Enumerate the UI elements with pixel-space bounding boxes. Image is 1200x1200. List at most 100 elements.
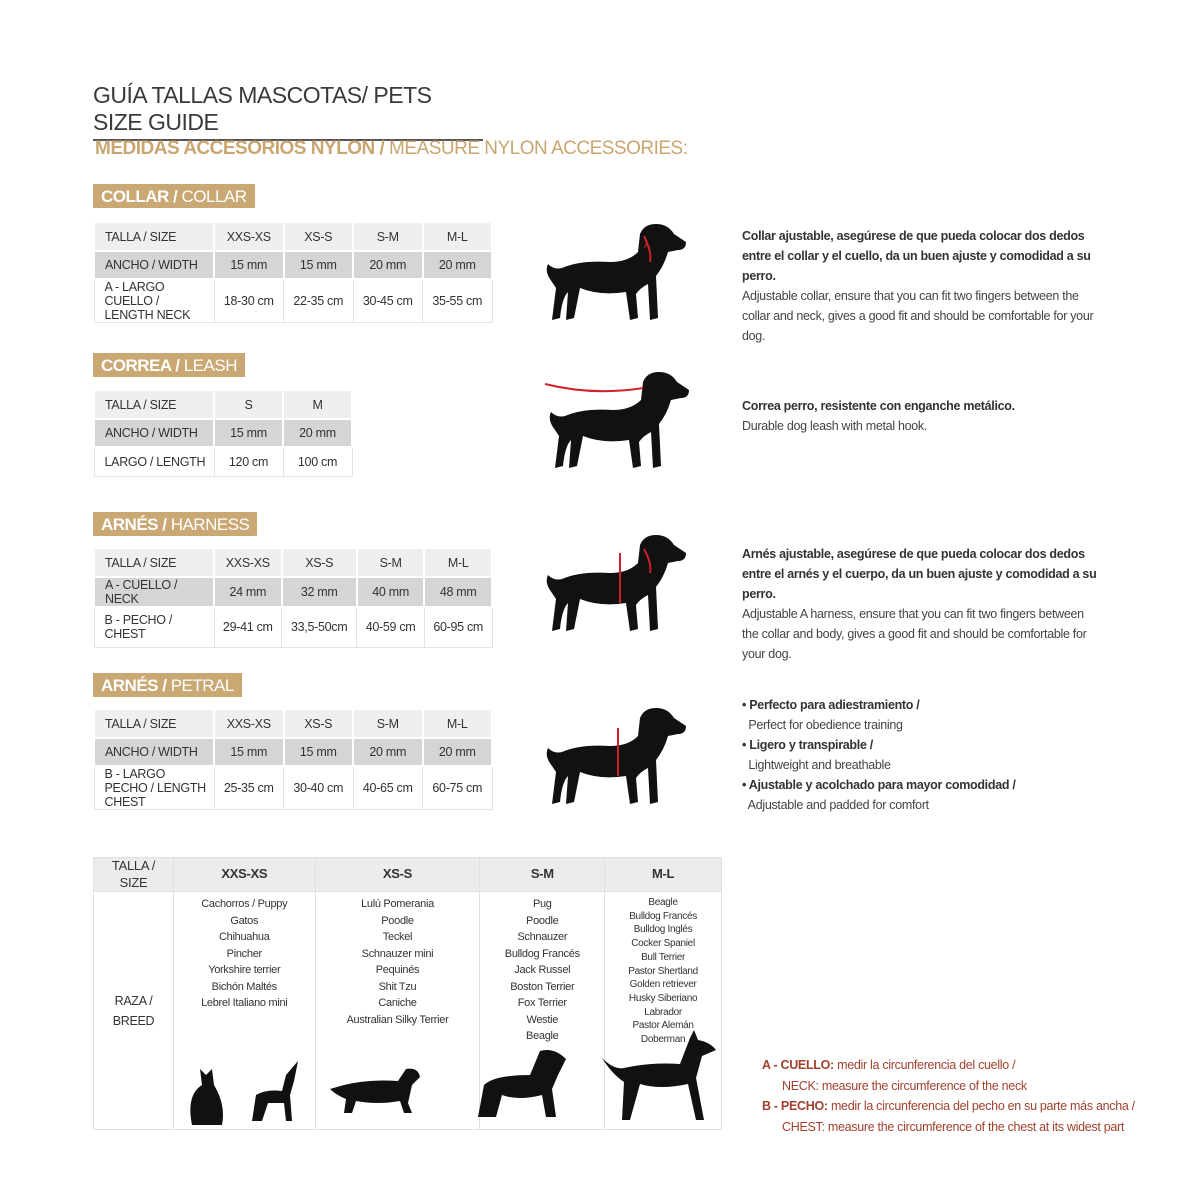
breed-name: Gatos bbox=[230, 914, 259, 927]
schnauzer-icon bbox=[478, 1050, 566, 1117]
feature-es: • Ligero y transpirable / bbox=[742, 738, 873, 752]
cat-chihuahua-icon bbox=[190, 1061, 298, 1125]
table-cell: 33,5-50cm bbox=[281, 606, 358, 648]
table-row: ANCHO / WIDTH 15 mm 15 mm 20 mm 20 mm bbox=[93, 250, 493, 280]
table-cell: 20 mm bbox=[282, 418, 353, 448]
collar-label: COLLAR / COLLAR bbox=[93, 184, 255, 208]
table-cell: 20 mm bbox=[352, 737, 424, 767]
feature-es: • Ajustable y acolchado para mayor comod… bbox=[742, 778, 1016, 792]
breed-name: Bulldog Francés bbox=[629, 910, 697, 922]
feature-es: • Perfecto para adiestramiento / bbox=[742, 698, 920, 712]
table-cell: XS-S bbox=[280, 547, 358, 578]
breed-name: Doberman bbox=[640, 1034, 686, 1046]
legend-a-en: NECK: measure the circumference of the n… bbox=[782, 1078, 1027, 1093]
feature-en: Lightweight and breathable bbox=[748, 758, 891, 772]
table-cell: 25-35 cm bbox=[213, 765, 284, 810]
leash-description: Correa perro, resistente con enganche me… bbox=[742, 396, 1102, 436]
label-en: LEASH bbox=[179, 356, 238, 375]
breed-list: Beagle Bulldog Francés Bulldog Inglés Cocke… bbox=[604, 891, 722, 1130]
table-cell: 30-40 cm bbox=[283, 765, 354, 810]
column-header: XS-S bbox=[314, 857, 481, 892]
desc-es: Collar ajustable, asegúrese de que pueda… bbox=[742, 229, 1091, 283]
petral-label: ARNÉS / PETRAL bbox=[93, 673, 242, 697]
breed-name: Husky Siberiano bbox=[628, 992, 698, 1004]
leash-label: CORREA / LEASH bbox=[93, 353, 245, 377]
feature-en: Perfect for obedience training bbox=[748, 718, 903, 732]
table-cell: 22-35 cm bbox=[283, 278, 354, 323]
table-cell: 35-55 cm bbox=[422, 278, 493, 323]
table-cell: 30-45 cm bbox=[352, 278, 423, 323]
row-header: TALLA / SIZE bbox=[93, 221, 215, 252]
measurement-legend: A - CUELLO: medir la circunferencia del … bbox=[762, 1055, 1135, 1137]
legend-b-label: B - PECHO: bbox=[762, 1099, 828, 1113]
breed-name: Caniche bbox=[378, 997, 417, 1009]
dachshund-icon bbox=[330, 1068, 420, 1113]
table-cell: S-M bbox=[352, 708, 424, 739]
table-cell: S-M bbox=[352, 221, 424, 252]
petral-features: • Perfecto para adiestramiento / Perfect… bbox=[742, 695, 1122, 815]
table-cell: M-L bbox=[421, 708, 493, 739]
subtitle: MEDIDAS ACCESORIOS NYLON / MEASURE NYLON… bbox=[95, 138, 688, 160]
breed-name: Westie bbox=[526, 1013, 559, 1026]
row-header: ANCHO / WIDTH bbox=[93, 418, 215, 448]
row-header: TALLA / SIZE bbox=[93, 547, 215, 578]
table-cell: 60-75 cm bbox=[422, 765, 493, 810]
row-header: RAZA / BREED bbox=[93, 891, 174, 1130]
table-cell: 20 mm bbox=[421, 250, 493, 280]
table-cell: XXS-XS bbox=[213, 708, 285, 739]
column-header: XXS-XS bbox=[173, 857, 316, 892]
breed-name: Schnauzer mini bbox=[361, 947, 434, 960]
breed-name: Teckel bbox=[382, 931, 413, 943]
table-cell: S bbox=[213, 389, 284, 420]
row-header: A - CUELLO / NECK bbox=[93, 576, 215, 608]
breed-name: Jack Russel bbox=[514, 964, 571, 976]
table-row: LARGO / LENGTH 120 cm 100 cm bbox=[93, 446, 353, 477]
label-es: ARNÉS / bbox=[101, 515, 167, 534]
table-cell: 18-30 cm bbox=[213, 278, 284, 323]
table-cell: 15 mm bbox=[213, 250, 285, 280]
feature-en: Adjustable and padded for comfort bbox=[747, 798, 930, 812]
breed-name: Boston Terrier bbox=[510, 980, 575, 993]
table-cell: 20 mm bbox=[421, 737, 493, 767]
doberman-icon bbox=[602, 1030, 716, 1120]
breed-name: Bulldog Inglés bbox=[633, 924, 693, 936]
table-cell: 120 cm bbox=[213, 446, 284, 477]
dog-harness-icon bbox=[540, 533, 690, 633]
table-cell: S-M bbox=[355, 547, 426, 578]
table-row: TALLA / SIZE S M bbox=[93, 389, 353, 420]
harness-description: Arnés ajustable, asegúrese de que pueda … bbox=[742, 544, 1102, 664]
table-cell: 32 mm bbox=[280, 576, 358, 608]
breed-name: Lebrel Italiano mini bbox=[201, 997, 288, 1009]
table-cell: M-L bbox=[421, 221, 493, 252]
legend-b-en: CHEST: measure the circumference of the … bbox=[782, 1119, 1125, 1134]
label-en: COLLAR bbox=[177, 187, 248, 206]
table-cell: M-L bbox=[423, 547, 493, 578]
label-es: ARNÉS / bbox=[101, 676, 167, 695]
table-cell: XXS-XS bbox=[213, 547, 283, 578]
breed-name: Pug bbox=[532, 898, 552, 910]
legend-b-es: medir la circunferencia del pecho en su … bbox=[827, 1099, 1135, 1113]
breed-name: Lulú Pomerania bbox=[361, 898, 434, 910]
row-header: TALLA / SIZE bbox=[93, 708, 215, 739]
desc-en: Adjustable A harness, ensure that you ca… bbox=[742, 607, 1087, 661]
collar-description: Collar ajustable, asegúrese de que pueda… bbox=[742, 226, 1102, 346]
legend-a-es: medir la circunferencia del cuello / bbox=[833, 1058, 1016, 1072]
title-en: PETS SIZE GUIDE bbox=[93, 82, 432, 135]
column-header: S-M bbox=[479, 857, 606, 892]
svg-text:A: A bbox=[644, 240, 650, 250]
breed-name: Golden retriever bbox=[629, 979, 697, 991]
table-row: TALLA / SIZE XXS-XS XS-S S-M M-L bbox=[93, 708, 493, 739]
table-cell: 40 mm bbox=[355, 576, 426, 608]
breed-name: Bull Terrier bbox=[641, 951, 686, 963]
breed-name: Beagle bbox=[648, 897, 678, 908]
row-header: TALLA / SIZE bbox=[93, 389, 215, 420]
dog-collar-icon: A bbox=[540, 222, 690, 322]
breed-name: Poodle bbox=[526, 914, 559, 927]
label-en: PETRAL bbox=[166, 676, 235, 695]
row-header: B - LARGO PECHO / LENGTH CHEST bbox=[93, 765, 215, 810]
subtitle-es: MEDIDAS ACCESORIOS NYLON / bbox=[95, 138, 385, 159]
title-es: GUÍA TALLAS MASCOTAS/ bbox=[93, 82, 368, 108]
desc-en: Durable dog leash with metal hook. bbox=[742, 419, 928, 433]
table-cell: XS-S bbox=[282, 708, 354, 739]
breed-name: Cachorros / Puppy bbox=[201, 898, 288, 910]
